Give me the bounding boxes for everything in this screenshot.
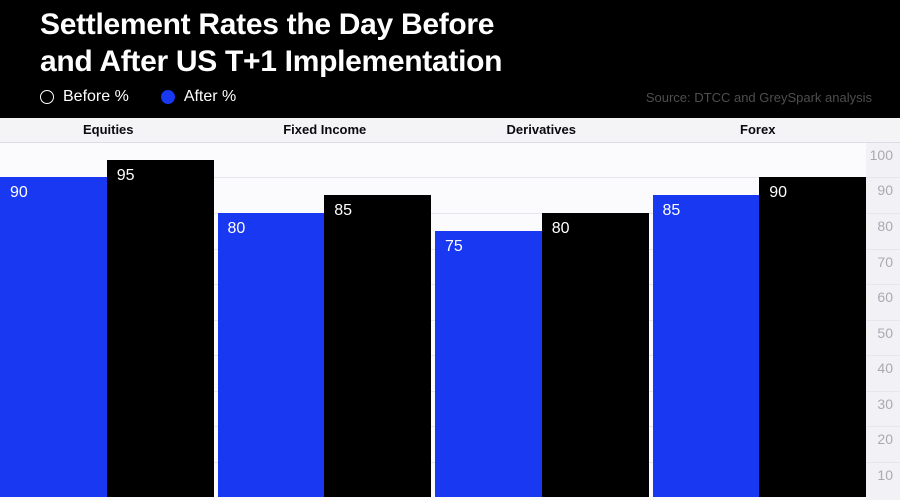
bar-after-derivatives[interactable]: 75 (435, 230, 542, 498)
y-tick-label-70: 70 (877, 253, 893, 270)
y-tick-label-80: 80 (877, 218, 893, 235)
bar-value-label: 90 (10, 184, 28, 202)
legend-label: Before % (63, 88, 129, 105)
category-band: Equities Fixed Income Derivatives Forex (0, 118, 900, 143)
y-tick-label-60: 60 (877, 289, 893, 306)
y-tick-label-40: 40 (877, 360, 893, 377)
gridline-90 (0, 177, 900, 179)
bar-before-fixed-income[interactable]: 85 (324, 195, 431, 498)
bar-value-label: 85 (334, 202, 353, 220)
legend-label: After % (183, 88, 237, 105)
bar-value-label: 80 (551, 220, 570, 238)
bar-before-equities[interactable]: 95 (106, 159, 214, 498)
chart-title-line1: Settlement Rates the Day Before (40, 8, 495, 41)
bar-value-label: 95 (116, 166, 135, 184)
bar-value-label: 80 (227, 220, 246, 238)
y-tick-label-30: 30 (877, 395, 893, 412)
source-note: Source: DTCC and GreySpark analysis (645, 89, 872, 105)
chart-title-line2: and After US T+1 Implementation (40, 45, 503, 78)
header-row: Before % After % Source: DTCC and GreySpa… (40, 86, 872, 108)
chart-title: Settlement Rates the Day Before and After… (40, 6, 502, 80)
y-tick-label-50: 50 (877, 324, 893, 341)
y-axis-strip (866, 143, 900, 500)
legend-item-before[interactable]: Before % (40, 88, 129, 106)
bar-value-label: 90 (769, 184, 788, 202)
category-label-equities: Equities (82, 122, 134, 137)
y-tick-label-10: 10 (877, 466, 893, 483)
category-label-forex: Forex (740, 122, 776, 137)
gridline-80 (0, 213, 900, 215)
legend-item-after[interactable]: After % (160, 88, 237, 106)
bar-after-forex[interactable]: 85 (652, 195, 760, 498)
bar-before-derivatives[interactable]: 80 (541, 213, 649, 498)
category-labels: Equities Fixed Income Derivatives Forex (0, 118, 866, 142)
y-tick-label-20: 20 (877, 431, 893, 448)
y-tick-label-90: 90 (877, 182, 893, 199)
category-label-derivatives: Derivatives (506, 122, 576, 137)
plot-area: 100 90 80 70 60 50 40 30 20 10 90 95 80 85 75 80 85 90 (0, 143, 900, 500)
legend: Before % After % (40, 88, 236, 106)
chart-header: Settlement Rates the Day Before and After… (0, 0, 900, 118)
bar-before-forex[interactable]: 90 (759, 177, 866, 498)
bar-after-fixed-income[interactable]: 80 (217, 213, 325, 498)
category-band-spacer (866, 118, 900, 142)
y-tick-label-100: 100 (869, 147, 893, 163)
legend-swatch-before-icon (40, 90, 54, 104)
category-label-fixed-income: Fixed Income (283, 122, 367, 137)
bar-value-label: 85 (662, 202, 681, 220)
bar-after-equities[interactable]: 90 (0, 177, 107, 498)
legend-swatch-after-icon (160, 90, 175, 104)
bar-value-label: 75 (445, 237, 463, 255)
